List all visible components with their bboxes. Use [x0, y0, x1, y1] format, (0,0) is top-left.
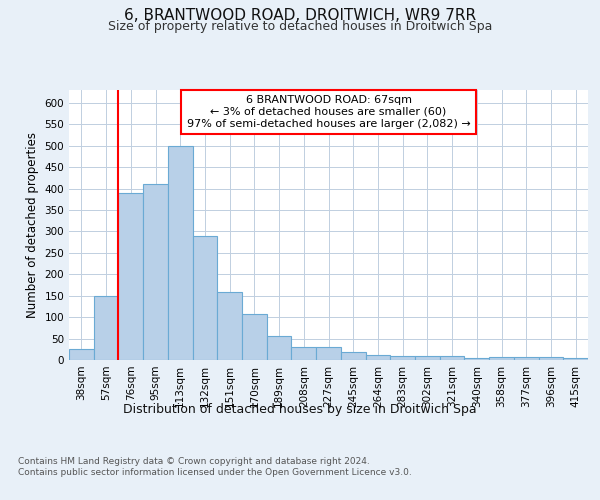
- Bar: [489, 357, 514, 360]
- Bar: [539, 358, 563, 360]
- Bar: [193, 236, 217, 360]
- Bar: [316, 347, 341, 360]
- Bar: [563, 358, 588, 360]
- Bar: [217, 292, 242, 360]
- Text: 6, BRANTWOOD ROAD, DROITWICH, WR9 7RR: 6, BRANTWOOD ROAD, DROITWICH, WR9 7RR: [124, 8, 476, 22]
- Bar: [514, 357, 539, 360]
- Bar: [440, 356, 464, 360]
- Y-axis label: Number of detached properties: Number of detached properties: [26, 132, 39, 318]
- Bar: [292, 347, 316, 360]
- Bar: [168, 146, 193, 360]
- Text: 6 BRANTWOOD ROAD: 67sqm
← 3% of detached houses are smaller (60)
97% of semi-det: 6 BRANTWOOD ROAD: 67sqm ← 3% of detached…: [187, 96, 470, 128]
- Bar: [143, 184, 168, 360]
- Bar: [267, 336, 292, 360]
- Bar: [390, 356, 415, 360]
- Bar: [365, 355, 390, 360]
- Bar: [94, 296, 118, 360]
- Text: Contains HM Land Registry data © Crown copyright and database right 2024.
Contai: Contains HM Land Registry data © Crown c…: [18, 458, 412, 477]
- Bar: [464, 358, 489, 360]
- Text: Distribution of detached houses by size in Droitwich Spa: Distribution of detached houses by size …: [123, 402, 477, 415]
- Bar: [118, 193, 143, 360]
- Bar: [242, 314, 267, 360]
- Bar: [69, 350, 94, 360]
- Bar: [415, 356, 440, 360]
- Bar: [341, 352, 365, 360]
- Text: Size of property relative to detached houses in Droitwich Spa: Size of property relative to detached ho…: [108, 20, 492, 33]
